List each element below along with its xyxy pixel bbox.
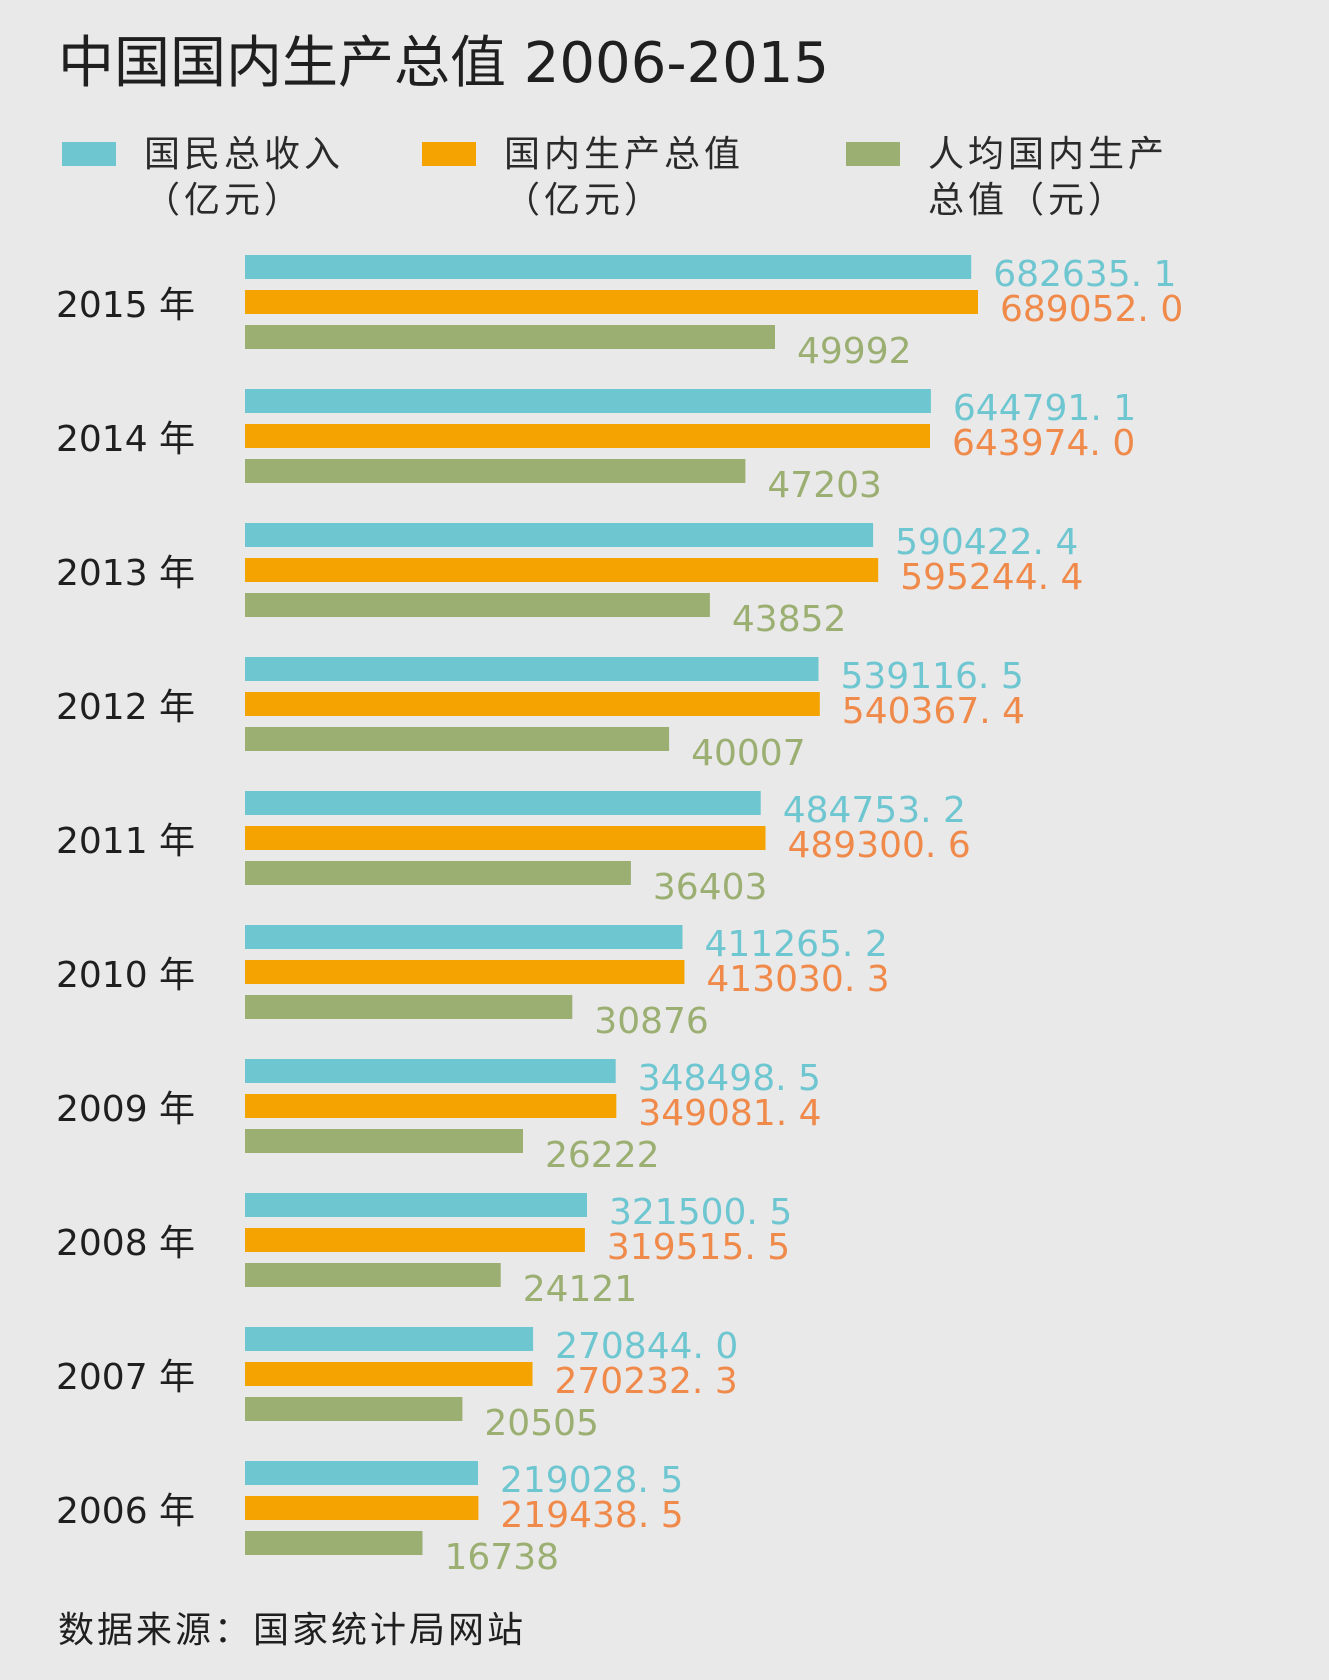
legend-label-gdp-per-capita-line1: 人均国内生产	[928, 134, 1169, 175]
bar-gdp-per-capita	[245, 593, 710, 617]
legend-swatch-gdp-per-capita	[846, 142, 900, 166]
data-label-gni: 644791. 1	[953, 388, 1136, 429]
bar-gdp-per-capita	[245, 1129, 523, 1153]
bar-gdp-per-capita	[245, 727, 670, 751]
bar-gni	[245, 1193, 587, 1217]
legend-swatch-gdp	[422, 142, 476, 166]
chart-title: 中国国内生产总值 2006-2015	[58, 31, 830, 96]
data-label-gdp-per-capita: 36403	[653, 867, 768, 908]
data-label-gni: 539116. 5	[841, 656, 1024, 697]
data-label-gdp-per-capita: 16738	[445, 1537, 560, 1578]
data-label-gdp: 219438. 5	[500, 1495, 683, 1536]
bar-gni	[245, 389, 931, 413]
data-label-gdp: 540367. 4	[842, 691, 1025, 732]
data-label-gdp-per-capita: 43852	[732, 599, 847, 640]
legend-label-gni-line1: 国民总收入	[144, 134, 345, 175]
bar-gdp-per-capita	[245, 1531, 423, 1555]
category-label: 2008 年	[56, 1223, 195, 1264]
category-label: 2006 年	[56, 1491, 195, 1532]
bar-gni	[245, 657, 819, 681]
bar-gdp-per-capita	[245, 1397, 463, 1421]
legend-label-gdp: 国内生产总值 （亿元）	[504, 132, 804, 224]
bar-gdp	[245, 960, 685, 984]
data-label-gni: 484753. 2	[783, 790, 966, 831]
bar-gni	[245, 255, 972, 279]
data-label-gdp: 319515. 5	[607, 1227, 790, 1268]
data-label-gdp: 349081. 4	[638, 1093, 821, 1134]
data-label-gdp: 413030. 3	[706, 959, 889, 1000]
bar-gdp	[245, 558, 879, 582]
data-label-gdp-per-capita: 47203	[767, 465, 882, 506]
legend-label-gni-line2: （亿元）	[144, 180, 305, 221]
bar-gdp	[245, 826, 766, 850]
data-label-gdp-per-capita: 49992	[797, 331, 912, 372]
legend-label-gni: 国民总收入 （亿元）	[144, 132, 444, 224]
data-label-gdp: 643974. 0	[952, 423, 1135, 464]
bar-gdp-per-capita	[245, 995, 573, 1019]
data-label-gdp: 270232. 3	[555, 1361, 738, 1402]
category-label: 2014 年	[56, 419, 195, 460]
data-label-gni: 411265. 2	[705, 924, 888, 965]
bar-gdp	[245, 1362, 533, 1386]
category-label: 2011 年	[56, 821, 195, 862]
data-label-gni: 682635. 1	[993, 254, 1176, 295]
category-label: 2013 年	[56, 553, 195, 594]
data-label-gni: 270844. 0	[555, 1326, 738, 1367]
bar-gdp-per-capita	[245, 459, 746, 483]
legend-label-gdp-per-capita-line2: 总值（元）	[928, 180, 1129, 221]
data-label-gdp: 595244. 4	[900, 557, 1083, 598]
bar-gdp	[245, 424, 930, 448]
data-label-gni: 590422. 4	[895, 522, 1078, 563]
data-label-gni: 348498. 5	[638, 1058, 821, 1099]
legend-label-gdp-line1: 国内生产总值	[504, 134, 745, 175]
bar-gni	[245, 1059, 616, 1083]
legend-label-gdp-per-capita: 人均国内生产 总值（元）	[928, 132, 1228, 224]
data-label-gdp: 489300. 6	[788, 825, 971, 866]
data-label-gdp-per-capita: 24121	[523, 1269, 638, 1310]
category-label: 2007 年	[56, 1357, 195, 1398]
bar-gdp	[245, 1228, 585, 1252]
bar-gdp	[245, 692, 820, 716]
data-label-gni: 219028. 5	[500, 1460, 683, 1501]
bar-gni	[245, 1327, 534, 1351]
bar-gdp	[245, 290, 978, 314]
category-label: 2010 年	[56, 955, 195, 996]
category-label: 2012 年	[56, 687, 195, 728]
bar-gdp-per-capita	[245, 325, 775, 349]
bar-gni	[245, 791, 761, 815]
data-label-gdp: 689052. 0	[1000, 289, 1183, 330]
data-label-gdp-per-capita: 20505	[484, 1403, 599, 1444]
bar-gdp	[245, 1094, 617, 1118]
bar-gdp	[245, 1496, 479, 1520]
legend-label-gdp-line2: （亿元）	[504, 180, 665, 221]
data-label-gdp-per-capita: 30876	[594, 1001, 709, 1042]
data-label-gdp-per-capita: 40007	[691, 733, 806, 774]
data-label-gni: 321500. 5	[609, 1192, 792, 1233]
bar-gdp-per-capita	[245, 1263, 501, 1287]
bar-gni	[245, 925, 683, 949]
bar-gni	[245, 523, 874, 547]
bar-gni	[245, 1461, 478, 1485]
category-label: 2015 年	[56, 285, 195, 326]
category-label: 2009 年	[56, 1089, 195, 1130]
data-source-note: 数据来源：国家统计局网站	[58, 1610, 527, 1651]
legend-swatch-gni	[62, 142, 116, 166]
chart-legend: 国民总收入 （亿元） 国内生产总值 （亿元） 人均国内生产 总值（元）	[0, 134, 1329, 238]
data-label-gdp-per-capita: 26222	[545, 1135, 660, 1176]
bar-gdp-per-capita	[245, 861, 631, 885]
